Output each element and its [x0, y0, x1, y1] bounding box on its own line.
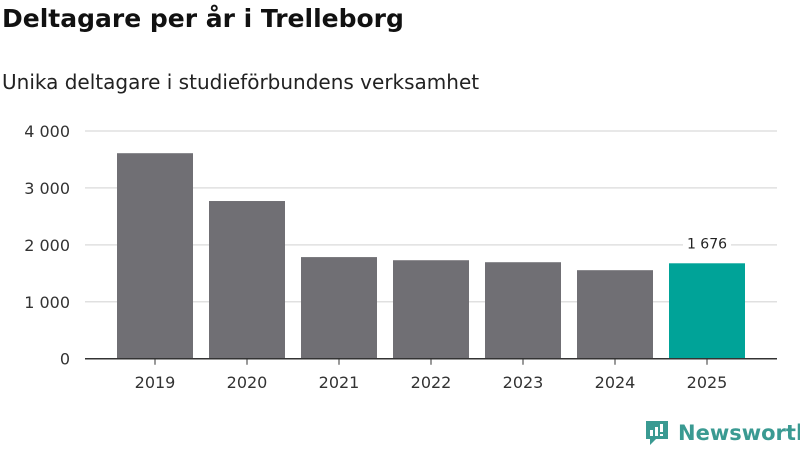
bar-2025	[669, 263, 745, 359]
y-tick-label: 0	[60, 350, 70, 369]
x-tick-label: 2025	[687, 373, 728, 392]
newsworthy-logo-icon	[646, 421, 668, 445]
brand-name: Newsworthy	[678, 421, 800, 445]
x-tick-label: 2019	[135, 373, 176, 392]
chart-title: Deltagare per år i Trelleborg	[2, 4, 404, 33]
x-tick-label: 2022	[411, 373, 452, 392]
y-tick-label: 4 000	[24, 122, 70, 141]
x-tick-label: 2020	[227, 373, 268, 392]
data-label: 1 676	[687, 236, 727, 252]
y-tick-label: 1 000	[24, 293, 70, 312]
x-tick-label: 2024	[595, 373, 636, 392]
y-tick-label: 3 000	[24, 179, 70, 198]
chart-subtitle: Unika deltagare i studieförbundens verks…	[2, 70, 480, 94]
bar-2022	[393, 260, 469, 359]
bar-2019	[117, 153, 193, 359]
x-tick-label: 2021	[319, 373, 360, 392]
newsworthy-logo: Newsworthy	[644, 419, 800, 447]
bar-2024	[577, 270, 653, 359]
y-tick-label: 2 000	[24, 236, 70, 255]
bar-2020	[209, 201, 285, 359]
bar-2023	[485, 262, 561, 359]
bar-2021	[301, 257, 377, 359]
data-label-bg	[683, 233, 731, 254]
x-tick-label: 2023	[503, 373, 544, 392]
